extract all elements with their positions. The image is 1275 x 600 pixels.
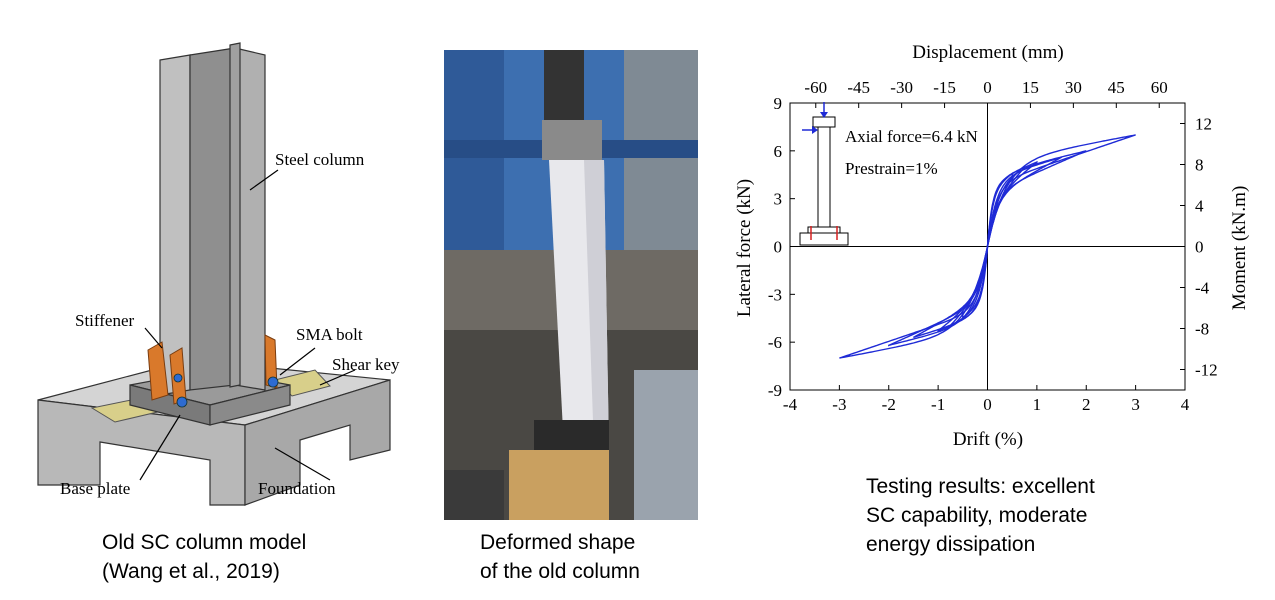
y2-tick-label: 0 [1195,238,1204,257]
test-photo-image [444,50,698,520]
y-tick-label: -9 [768,381,782,400]
column-model-figure: Steel column Stiffener SMA bolt Shear ke… [30,30,430,520]
results-caption-line-1: Testing results: excellent [866,475,1095,498]
x-tick-label: -2 [882,395,896,414]
results-caption-line-3: energy dissipation [866,533,1036,556]
x2-tick-label: -15 [933,78,956,97]
label-sma-bolt: SMA bolt [296,325,363,344]
model-caption-line-1: Old SC column model [102,531,307,554]
y2-tick-label: 4 [1195,197,1204,216]
specimen-inset [799,102,849,246]
x-axis-label: Drift (%) [953,429,1023,450]
y2-tick-label: 12 [1195,115,1212,134]
x2-tick-label: -30 [890,78,913,97]
x-tick-label: -1 [931,395,945,414]
x-tick-label: 1 [1033,395,1042,414]
x2-tick-label: 45 [1108,78,1125,97]
y2-tick-label: -8 [1195,320,1209,339]
x-tick-label: 3 [1131,395,1140,414]
hysteresis-curves [839,134,1136,359]
y2-tick-label: -12 [1195,361,1218,380]
label-base-plate: Base plate [60,479,130,498]
y-tick-label: 3 [774,190,783,209]
hysteresis-loop [839,134,1136,359]
x-tick-label: -3 [832,395,846,414]
x-tick-label: 4 [1181,395,1190,414]
y-tick-label: -3 [768,285,782,304]
y2-tick-label: -4 [1195,279,1210,298]
x2-tick-label: 0 [983,78,992,97]
model-caption: Old SC column model (Wang et al., 2019) [102,528,306,586]
label-steel-column: Steel column [275,150,365,169]
sma-bolt [173,373,279,408]
y2-axis-label: Moment (kN.m) [1229,186,1250,311]
test-photo [444,50,698,520]
column-model-drawing: Steel column Stiffener SMA bolt Shear ke… [37,42,400,506]
x2-tick-label: -45 [847,78,870,97]
results-caption-line-2: SC capability, moderate [866,504,1088,527]
x2-axis-label: Displacement (mm) [912,42,1063,63]
y-tick-label: 6 [774,142,783,161]
annotation-axial-force: Axial force=6.4 kN [845,127,978,146]
x-tick-label: 2 [1082,395,1091,414]
y-tick-label: 0 [774,238,783,257]
annotation-prestrain: Prestrain=1% [845,159,938,178]
label-foundation: Foundation [258,479,336,498]
x2-tick-label: -60 [804,78,827,97]
leader-lines [139,169,356,481]
photo-caption-line-2: of the old column [480,560,640,583]
y-tick-label: -6 [768,333,782,352]
x-tick-label: 0 [983,395,992,414]
photo-caption-line-1: Deformed shape [480,531,636,554]
model-caption-line-2: (Wang et al., 2019) [102,560,280,583]
x2-tick-label: 60 [1151,78,1168,97]
label-stiffener: Stiffener [75,311,135,330]
steel-column [159,42,266,396]
hysteresis-chart: -4 -3 -2 -1 0 1 2 3 4 -9 -6 -3 0 3 6 9 -60 -45 -30 -15 0 15 30… [720,30,1260,460]
x-tick-label: -4 [783,395,798,414]
y2-tick-label: 8 [1195,156,1204,175]
y-axis-label: Lateral force (kN) [734,179,755,317]
photo-caption: Deformed shape of the old column [480,528,640,586]
x2-tick-label: 15 [1022,78,1039,97]
label-shear-key: Shear key [332,355,400,374]
results-caption: Testing results: excellent SC capability… [866,472,1095,559]
y-tick-label: 9 [774,94,783,113]
x2-tick-label: 30 [1065,78,1082,97]
